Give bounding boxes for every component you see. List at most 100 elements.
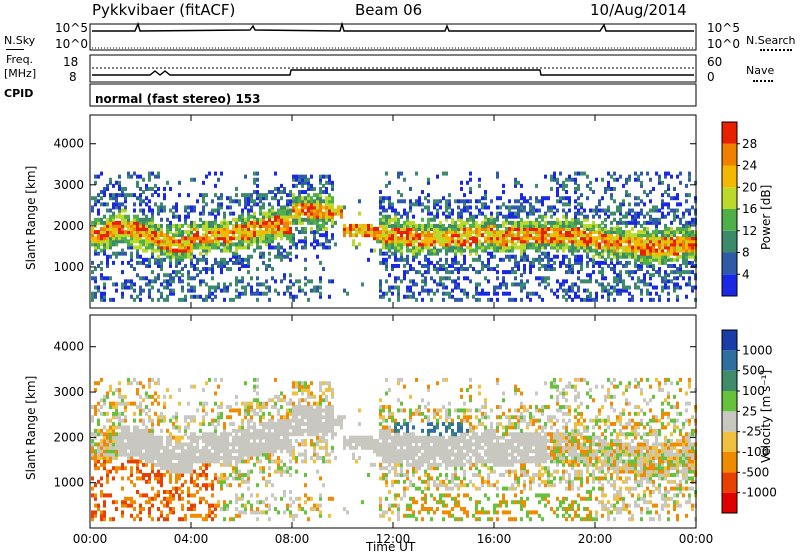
velocity-cell: [193, 384, 196, 389]
power-cell: [547, 251, 550, 256]
power-cell: [409, 220, 412, 225]
velocity-cell: [139, 428, 142, 433]
power-cell: [592, 248, 595, 253]
power-cell: [253, 211, 256, 216]
power-cell: [400, 251, 403, 256]
velocity-cell: [124, 432, 127, 437]
power-cell: [553, 220, 556, 225]
power-cell: [130, 193, 133, 198]
power-cell: [409, 186, 412, 191]
power-cell: [625, 285, 628, 290]
power-cell: [607, 291, 610, 296]
power-cell: [205, 227, 208, 232]
power-cell: [244, 205, 247, 210]
power-cell: [343, 233, 346, 238]
power-cell: [217, 263, 220, 268]
velocity-cell: [259, 428, 262, 433]
power-cell: [160, 260, 163, 265]
power-cell: [643, 230, 646, 235]
power-cell: [400, 193, 403, 198]
power-cell: [238, 257, 241, 262]
power-cell: [565, 190, 568, 195]
power-cell: [640, 208, 643, 213]
power-cell: [295, 254, 298, 259]
velocity-cell: [208, 503, 211, 508]
power-cell: [238, 223, 241, 228]
power-cell: [418, 223, 421, 228]
power-cell: [670, 239, 673, 244]
velocity-cell: [283, 422, 286, 427]
power-cell: [424, 227, 427, 232]
velocity-cell: [169, 466, 172, 471]
power-cell: [292, 196, 295, 201]
velocity-cell: [235, 439, 238, 444]
power-cell: [208, 245, 211, 250]
power-cell: [496, 236, 499, 241]
power-cell: [325, 227, 328, 232]
power-cell: [577, 196, 580, 201]
velocity-cell: [220, 442, 223, 447]
power-cell: [178, 270, 181, 275]
power-cell: [283, 291, 286, 296]
power-cell: [109, 239, 112, 244]
power-cell: [412, 279, 415, 284]
power-cell: [415, 251, 418, 256]
velocity-cell: [124, 442, 127, 447]
velocity-cell: [163, 415, 166, 420]
power-cell: [667, 193, 670, 198]
power-cell: [325, 233, 328, 238]
velocity-cell: [172, 435, 175, 440]
power-cell: [409, 236, 412, 241]
power-cell: [151, 211, 154, 216]
power-cell: [118, 208, 121, 213]
power-cell: [628, 260, 631, 265]
velocity-cell: [289, 422, 292, 427]
power-cell: [478, 254, 481, 259]
velocity-cell: [157, 394, 160, 399]
power-cell: [460, 233, 463, 238]
power-cell: [688, 177, 691, 182]
power-cell: [253, 236, 256, 241]
velocity-cell: [157, 377, 160, 382]
velocity-cell: [169, 449, 172, 454]
power-cell: [292, 205, 295, 210]
power-cell: [634, 214, 637, 219]
power-cell: [571, 230, 574, 235]
velocity-cell: [286, 507, 289, 512]
power-cell: [166, 230, 169, 235]
power-cell: [256, 233, 259, 238]
power-cell: [451, 260, 454, 265]
power-cell: [421, 190, 424, 195]
power-cell: [166, 236, 169, 241]
power-cell: [313, 186, 316, 191]
power-cell: [130, 223, 133, 228]
power-cell: [466, 291, 469, 296]
power-cell: [571, 242, 574, 247]
power-cell: [157, 260, 160, 265]
power-cell: [463, 227, 466, 232]
power-cell: [190, 294, 193, 299]
velocity-cell: [283, 469, 286, 474]
power-cell: [502, 248, 505, 253]
power-cell: [253, 223, 256, 228]
power-cell: [487, 245, 490, 250]
power-cell: [346, 227, 349, 232]
power-cell: [427, 270, 430, 275]
velocity-cell: [211, 483, 214, 488]
power-cell: [124, 214, 127, 219]
power-cell: [592, 297, 595, 302]
velocity-cell: [166, 503, 169, 508]
power-cell: [271, 245, 274, 250]
velocity-cell: [136, 381, 139, 386]
power-cell: [682, 230, 685, 235]
power-cell: [514, 205, 517, 210]
power-cell: [109, 180, 112, 185]
power-cell: [250, 196, 253, 201]
velocity-cell: [100, 456, 103, 461]
power-cell: [388, 248, 391, 253]
power-cell: [475, 220, 478, 225]
power-cell: [307, 183, 310, 188]
power-cell: [577, 254, 580, 259]
power-cell: [463, 208, 466, 213]
power-cell: [565, 183, 568, 188]
